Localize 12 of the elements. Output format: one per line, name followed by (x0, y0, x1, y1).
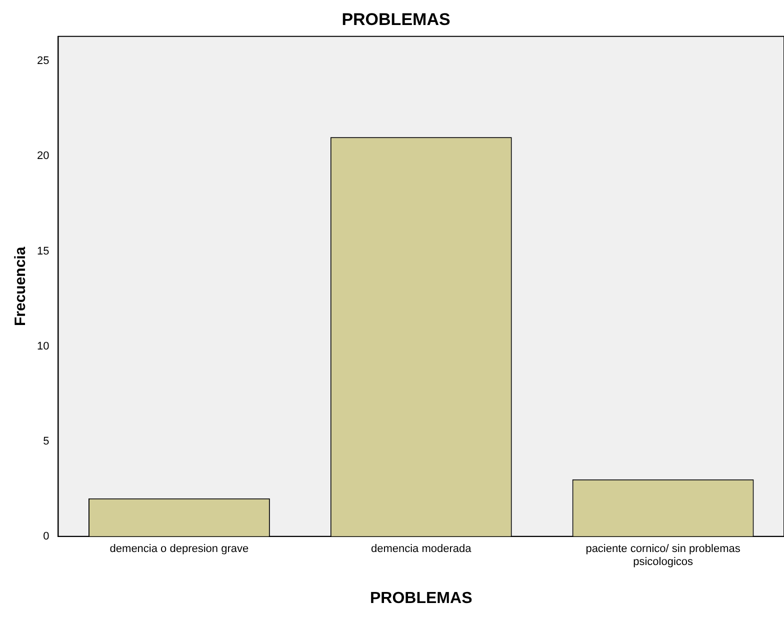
y-tick-label: 15 (36, 245, 50, 258)
chart-title: PROBLEMAS (342, 10, 450, 29)
x-tick-label: demencia moderada (370, 543, 472, 556)
y-axis-title: Frecuencia (12, 246, 30, 326)
y-tick-label: 25 (36, 55, 50, 68)
x-tick-label: demencia o depresion grave (110, 543, 249, 556)
x-tick-label: paciente cornico/ sin problemas psicologicos (586, 543, 741, 568)
y-tick-label: 20 (36, 150, 50, 162)
x-axis-title: PROBLEMAS (370, 590, 473, 607)
y-tick-label: 0 (43, 530, 50, 542)
y-tick-label: 5 (43, 435, 50, 448)
y-tick-label: 10 (36, 340, 50, 352)
